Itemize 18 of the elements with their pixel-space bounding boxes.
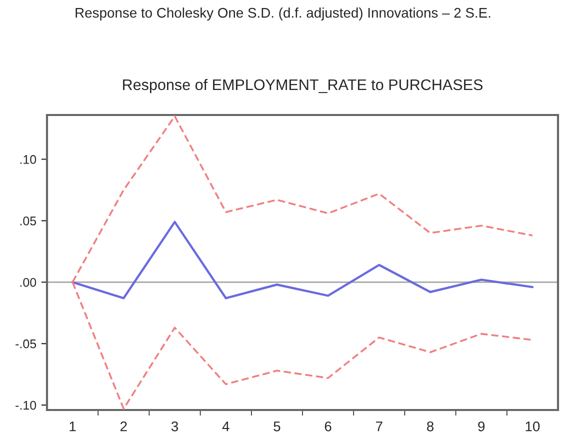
- x-tick-label: 4: [222, 422, 230, 432]
- x-tick-label: 2: [120, 421, 127, 432]
- x-tick-label: 7: [376, 422, 382, 432]
- chart-subtitle: Response of EMPLOYMENT_RATE to PURCHASES: [123, 78, 483, 94]
- y-tick-label: .05: [20, 216, 36, 226]
- y-tick-label: -.10: [16, 400, 36, 410]
- x-tick-label: 3: [171, 421, 178, 432]
- x-tick-label: 6: [324, 421, 332, 432]
- line-series: [71, 220, 534, 300]
- y-tick-label: -.05: [16, 339, 36, 348]
- chart-title: Response to Cholesky One S.D. (d.f. adjusted) Innovations – 2 S.E.: [76, 8, 490, 20]
- x-tick-label: 5: [274, 422, 280, 432]
- x-tick-label: 10: [526, 421, 540, 432]
- y-tick-label: .00: [20, 278, 36, 287]
- x-tick-label: 8: [426, 421, 434, 432]
- y-tick-label: .10: [20, 155, 36, 164]
- x-tick-label: 1: [70, 422, 76, 432]
- x-tick-label: 9: [478, 421, 485, 432]
